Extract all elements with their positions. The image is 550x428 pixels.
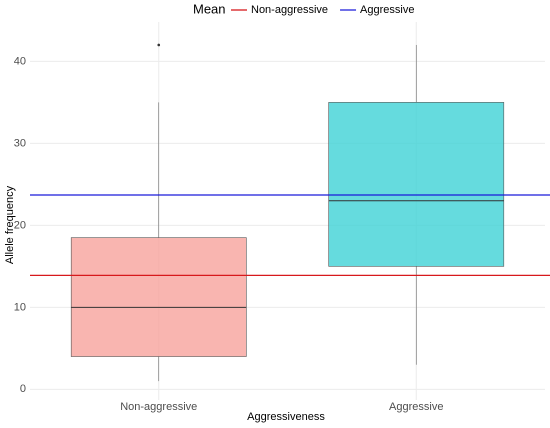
x-tick-label: Aggressive — [389, 401, 443, 413]
legend-label: Aggressive — [360, 4, 414, 16]
y-tick-label: 0 — [20, 383, 26, 395]
box — [328, 102, 505, 267]
x-axis-title: Aggressiveness — [247, 411, 325, 423]
y-tick-label: 10 — [14, 301, 26, 313]
y-tick-label: 30 — [14, 137, 26, 149]
legend-title: Mean — [193, 1, 226, 16]
y-axis-title: Allele frequency — [4, 185, 16, 264]
outlier — [157, 43, 161, 47]
x-tick-label: Non-aggressive — [120, 401, 197, 413]
y-tick-label: 40 — [14, 55, 26, 67]
legend-label: Non-aggressive — [251, 4, 328, 16]
box — [70, 237, 247, 357]
y-tick-label: 20 — [14, 219, 26, 231]
